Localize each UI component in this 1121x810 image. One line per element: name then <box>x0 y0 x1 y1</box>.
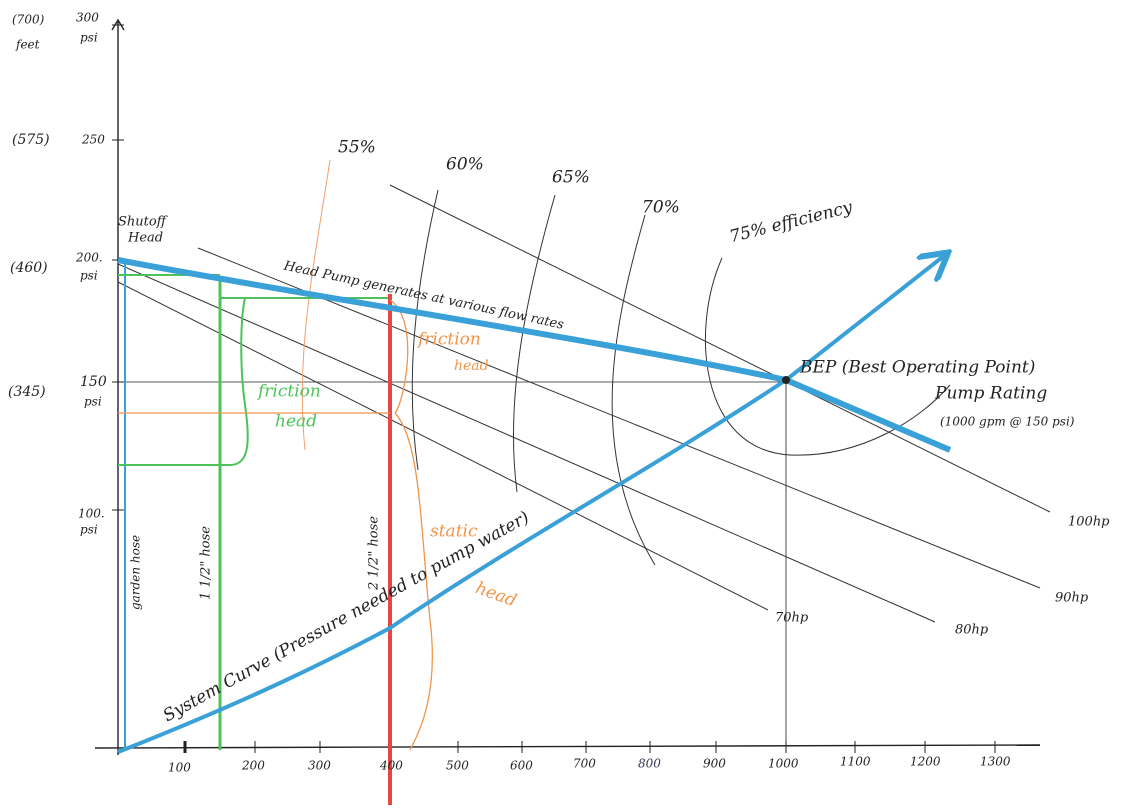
annotation: head <box>454 358 489 374</box>
pump-diagram: (700) feet 300 psi (575) 250 (460) 200. … <box>0 0 1121 810</box>
annotation: head <box>275 412 317 432</box>
x-label: 500 <box>446 759 469 773</box>
y-label: psi <box>80 31 98 45</box>
y-label: psi <box>80 269 98 283</box>
y-label: 200. <box>75 251 103 265</box>
annotation: BEP (Best Operating Point) <box>799 358 1035 378</box>
axes <box>95 20 1040 755</box>
annotation: friction <box>256 382 321 402</box>
x-label: 300 <box>308 759 331 773</box>
bep-point <box>782 376 790 384</box>
y-label: 300 <box>76 11 99 25</box>
x-label: 900 <box>703 757 726 771</box>
y-labels: (700) feet 300 psi (575) 250 (460) 200. … <box>8 11 107 537</box>
y-label: 250 <box>81 133 105 147</box>
efficiency-label: 70% <box>642 198 680 218</box>
hp-lines <box>118 185 1050 622</box>
efficiency-label: 65% <box>552 168 590 188</box>
x-label: 1100 <box>840 755 871 769</box>
pump-curve <box>118 260 950 450</box>
hp-label: 80hp <box>955 623 989 638</box>
x-label: 800 <box>638 757 661 771</box>
annotation: 2 1/2" hose <box>367 516 382 591</box>
x-axis <box>95 745 1040 748</box>
x-label: 600 <box>510 759 533 773</box>
efficiency-label: 55% <box>338 138 376 158</box>
efficiency-label: 75% efficiency <box>727 197 854 247</box>
x-label: 400 <box>379 759 403 773</box>
x-labels: 100 200 300 400 500 600 700 800 900 1000… <box>168 755 1011 775</box>
x-label: 700 <box>573 757 596 771</box>
x-label: 1200 <box>910 755 941 769</box>
x-label: 100 <box>168 761 191 775</box>
y-label: (700) <box>12 13 45 27</box>
annotation: Pump Rating <box>934 384 1047 404</box>
hp-label: 90hp <box>1055 591 1089 606</box>
efficiency-label: 60% <box>446 155 484 175</box>
annotation: garden hose <box>129 535 143 610</box>
annotation: (1000 gpm @ 150 psi) <box>940 415 1075 429</box>
hp-label: 100hp <box>1068 515 1110 530</box>
hose-lines <box>118 262 432 805</box>
y-label: (460) <box>10 260 48 276</box>
annotation: 1 1/2" hose <box>199 526 214 600</box>
annotations: Shutoff Head Head Pump generates at vari… <box>118 138 1110 727</box>
y-label: psi <box>80 523 98 537</box>
x-label: 200 <box>241 759 265 773</box>
y-label: feet <box>15 38 40 52</box>
y-label: 150 <box>80 374 107 390</box>
y-label: (345) <box>8 384 46 400</box>
x-label: 1300 <box>980 755 1011 769</box>
annotation: Shutoff <box>118 215 169 230</box>
annotation: head <box>473 578 519 611</box>
annotation: System Curve (Pressure needed to pump wa… <box>160 508 533 727</box>
x-label: 1000 <box>768 757 799 771</box>
y-label: (575) <box>12 132 50 148</box>
y-label: 100. <box>78 507 105 521</box>
y-label: psi <box>84 395 102 409</box>
hp-label: 70hp <box>775 611 809 626</box>
annotation: friction <box>416 330 481 350</box>
annotation: Head <box>127 231 163 246</box>
